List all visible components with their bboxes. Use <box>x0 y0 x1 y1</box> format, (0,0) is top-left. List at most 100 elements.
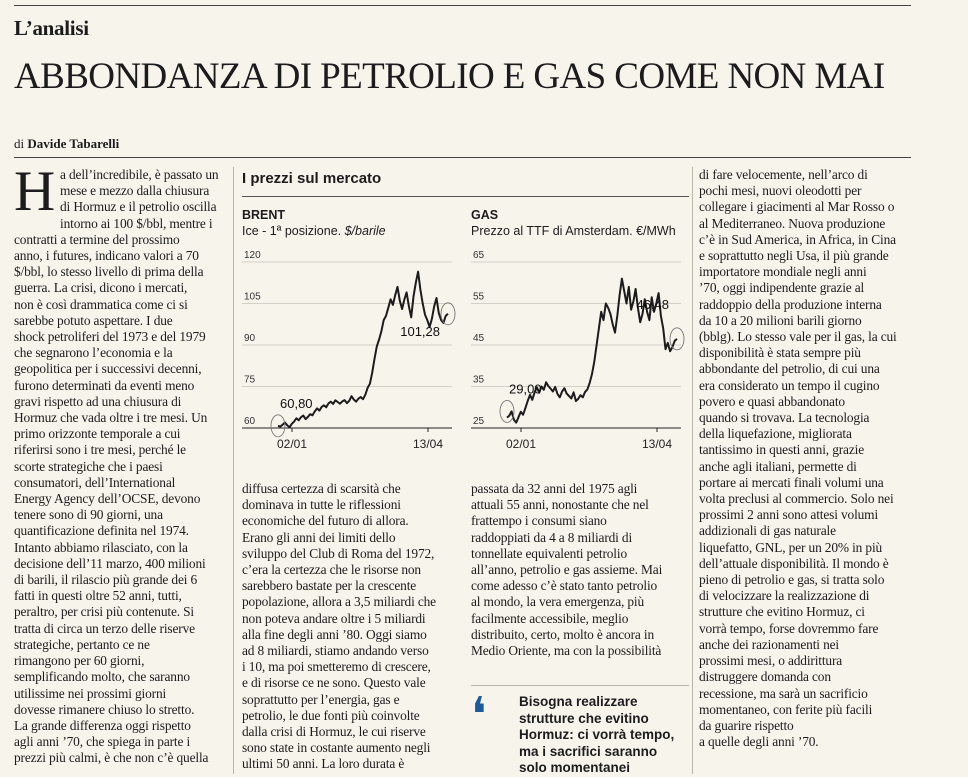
chart-panel-rule <box>242 196 689 197</box>
article-line: primo orizzonte temporale a cui <box>14 426 181 442</box>
gas-ytick-label: 65 <box>473 250 485 261</box>
column-separator <box>233 167 234 774</box>
gas-ytick-label: 55 <box>473 292 485 303</box>
article-line: furono determinati da eventi meno <box>14 377 195 393</box>
article-line: dominava in tutte le riflessioni <box>242 497 401 513</box>
brent-ytick-label: 60 <box>244 416 256 427</box>
article-line: della liquefazione, migliorata <box>699 426 852 442</box>
gas-data-label: 29,00 <box>509 381 542 396</box>
article-line: i 10, ma poi smetteremo di crescere, <box>242 659 431 675</box>
pullquote-line: ma i sacrifici saranno <box>519 743 658 759</box>
article-line: addizionali di gas naturale <box>699 523 836 539</box>
article-line: (bblg). Lo stesso vale per il gas, la cu… <box>699 329 897 345</box>
article-line: geopolitica per i successivi decenni, <box>14 361 202 377</box>
article-line: liquefatto, GNL, per un 20% in più <box>699 539 883 555</box>
article-line: shock petroliferi del 1973 e del 1979 <box>14 329 206 345</box>
article-line: petrolio, le due fonti più coinvolte <box>242 707 420 723</box>
article-line: non poteva andare oltre i 5 miliardi <box>242 610 426 626</box>
brent-ytick-label: 90 <box>244 333 256 344</box>
brent-chart-subtitle: Ice - 1ª posizione. $/barile <box>242 224 386 238</box>
article-line: semplificando molto, che saranno <box>14 669 190 685</box>
brent-ytick-label: 75 <box>244 375 256 386</box>
byline: di Davide Tabarelli <box>14 136 119 152</box>
article-line: c’era la certezza che le risorse non <box>242 562 421 578</box>
article-line: agli anni ’70, che spiega in parte i <box>14 734 191 750</box>
article-line: tantissimo in questi anni, grazie <box>699 442 865 458</box>
brent-data-label: 101,28 <box>400 324 440 339</box>
gas-series-line <box>506 277 678 424</box>
article-line: vorrà tempo, forse dovremmo fare <box>699 620 879 636</box>
top-rule <box>14 5 911 6</box>
article-line: prossimi mesi, o addirittura <box>699 653 843 669</box>
gas-xtick-label: 13/04 <box>642 437 672 451</box>
article-line: di Hormuz e il petrolio oscilla <box>60 199 217 215</box>
article-line: ad 8 miliardi, stiamo andando verso <box>242 643 429 659</box>
article-line: collegare i giacimenti al Mar Rosso o <box>699 199 895 215</box>
brent-xtick-label: 02/01 <box>277 437 307 451</box>
article-line: facilmente accessibile, meglio <box>471 610 629 626</box>
article-line: decisione dell’11 marzo, 400 milioni <box>14 555 206 571</box>
article-line: prezzi più calmi, è che non c’è quella <box>14 750 209 766</box>
brent-xtick-label: 13/04 <box>413 437 443 451</box>
article-line: distribuito, certo, molto è ancora in <box>471 626 654 642</box>
pullquote-line: solo momentanei <box>519 760 631 775</box>
article-line: anno, i futures, indicano valori a 70 <box>14 248 199 264</box>
brent-chart: 120 105 90 75 60 02/01 13/04 60,80 101,28 <box>242 250 456 451</box>
article-line: di fare velocemente, nell’arco di <box>699 167 868 182</box>
brent-chart-title: BRENT <box>242 208 286 222</box>
gas-ytick-label: 45 <box>473 333 485 344</box>
brent-subtitle-unit: $/barile <box>344 224 386 238</box>
headline: ABBONDANZA DI PETROLIO E GAS COME NON MA… <box>14 56 885 97</box>
article-line: diffusa certezza di scarsità che <box>242 481 401 496</box>
article-line: sarebbe potuto aspettare. I due <box>14 312 173 328</box>
article-line: sono state in costante aumento negli <box>242 740 431 756</box>
article-line: strutture che evitino Hormuz, ci <box>699 604 865 620</box>
article-line: $/bbl, lo stesso livello di prima della <box>14 264 204 280</box>
article-line: portare ai mercati finali volumi una <box>699 474 884 490</box>
article-line: da guarire rispetto <box>699 717 794 733</box>
article-line: disponibilità è stata sempre più <box>699 345 861 361</box>
article-line: La grande differenza oggi rispetto <box>14 717 191 733</box>
article-line: strategiche, pertanto ce ne <box>14 636 150 652</box>
chart-panel-title: I prezzi sul mercato <box>242 170 382 187</box>
article-line: anche dei razionamenti nei <box>699 636 839 652</box>
article-line: povero e quasi abbandonato <box>699 393 845 409</box>
article-line: riferirsi sono i tre mesi, perché le <box>14 442 186 458</box>
article-line: Erano gli anni dei limiti dello <box>242 529 396 545</box>
article-line: non è così drammatica come ci si <box>14 296 188 312</box>
section-kicker: L’analisi <box>14 16 89 40</box>
dropcap: H <box>14 167 56 223</box>
pullquote-line: Bisogna realizzare <box>519 694 638 709</box>
brent-subtitle-text: Ice - 1ª posizione. <box>242 224 345 238</box>
gas-annotation-circle <box>669 327 685 351</box>
article-line: contratti a termine del prossimo <box>14 231 180 247</box>
article-line: consumatori, dell’International <box>14 474 176 490</box>
article-line: raddoppio della produzione interna <box>699 296 882 312</box>
article-line: ultimi 50 anni. La loro durata è <box>242 756 405 772</box>
article-line: sarebbero bastate per la crescente <box>242 578 417 594</box>
article-line: peraltro, per crisi più contenute. Si <box>14 604 195 620</box>
column-separator <box>692 167 693 774</box>
article-line: guerra. La crisi, dicono i mercati, <box>14 280 188 296</box>
article-column-2: diffusa certezza di scarsità che dominava… <box>242 481 460 774</box>
brent-ytick-label: 105 <box>244 292 261 303</box>
brent-series-line <box>277 270 449 429</box>
brent-annotation-circle <box>270 414 286 438</box>
article-line: ’70, oggi indipendente grazie al <box>699 280 865 296</box>
gas-xtick-label: 02/01 <box>506 437 536 451</box>
article-line: al mondo, la vera emergenza, più <box>471 594 645 610</box>
article-line: passata da 32 anni del 1975 agli <box>471 481 638 496</box>
article-line: gravi rispetto ad una chiusura di <box>14 393 182 409</box>
article-line: raddoppiati da 4 a 8 miliardi di <box>471 529 633 545</box>
pullquote: Bisogna realizzare strutture che evitino H… <box>519 694 694 777</box>
article-line: sviluppo del Club di Roma del 1972, <box>242 545 435 561</box>
gas-chart-subtitle: Prezzo al TTF di Amsterdam. €/MWh <box>471 224 676 238</box>
article-line: popolazione, allora a 3,5 miliardi che <box>242 594 436 610</box>
article-line: scorte strategiche che i paesi <box>14 458 163 474</box>
article-line: che segnarono l’economia e la <box>14 345 173 361</box>
article-line: pochi mesi, nuovi oleodotti per <box>699 183 862 199</box>
byline-prefix: di <box>14 136 25 151</box>
gas-annotation-circle <box>499 399 515 423</box>
article-line: importatore mondiale negli anni <box>699 264 867 280</box>
brent-data-label: 60,80 <box>280 396 313 411</box>
